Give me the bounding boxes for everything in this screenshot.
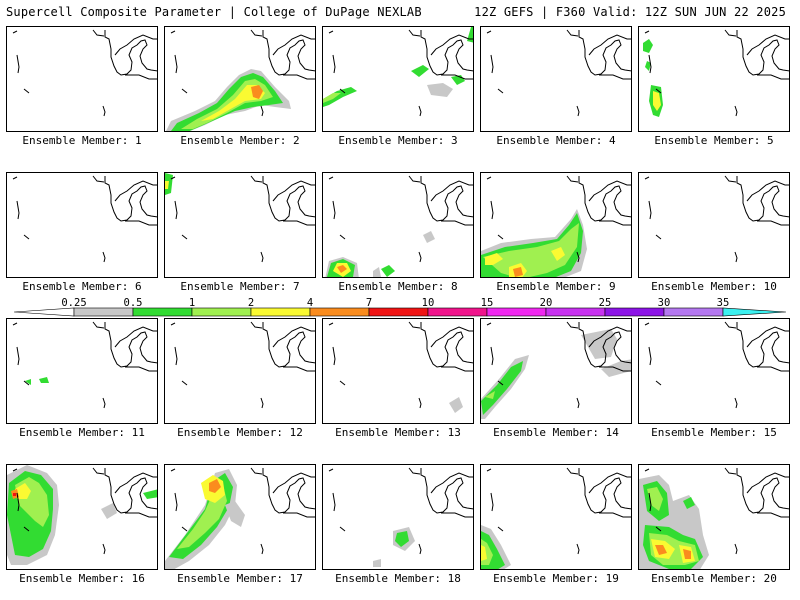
member-label: Ensemble Member: 9 xyxy=(496,280,616,293)
member-map-panel xyxy=(480,464,632,570)
member-map-panel xyxy=(322,464,474,570)
member-label: Ensemble Member: 18 xyxy=(335,572,461,585)
member-map-panel xyxy=(164,464,316,570)
member-map-panel xyxy=(6,172,158,278)
member-map-panel xyxy=(638,172,790,278)
member-label: Ensemble Member: 2 xyxy=(180,134,300,147)
member-map-panel xyxy=(638,464,790,570)
member-map-panel xyxy=(164,172,316,278)
member-map xyxy=(486,29,631,117)
member-map-panel xyxy=(164,318,316,424)
member-map-panel xyxy=(164,26,316,132)
color-scale-tick-label: 0.25 xyxy=(61,297,87,309)
member-map xyxy=(325,175,473,277)
member-map xyxy=(323,27,473,117)
member-map-panel xyxy=(480,172,632,278)
member-map xyxy=(7,465,157,565)
color-scale-tick-label: 15 xyxy=(480,297,494,309)
member-label: Ensemble Member: 16 xyxy=(19,572,145,585)
member-label: Ensemble Member: 10 xyxy=(651,280,777,293)
member-label: Ensemble Member: 15 xyxy=(651,426,777,439)
member-map-panel xyxy=(6,464,158,570)
member-map xyxy=(166,29,315,131)
title-right: 12Z GEFS | F360 Valid: 12Z SUN JUN 22 20… xyxy=(474,5,786,19)
member-label: Ensemble Member: 17 xyxy=(177,572,303,585)
color-scale-tick-label: 20 xyxy=(539,297,553,309)
member-label: Ensemble Member: 12 xyxy=(177,426,303,439)
color-scale-tick-label: 7 xyxy=(365,297,373,309)
member-map-panel xyxy=(480,26,632,132)
color-scale-tick-label: 25 xyxy=(598,297,612,309)
member-map-panel xyxy=(6,26,158,132)
member-label: Ensemble Member: 4 xyxy=(496,134,616,147)
member-map xyxy=(328,467,473,567)
member-label: Ensemble Member: 8 xyxy=(338,280,458,293)
member-map xyxy=(481,321,631,419)
member-label: Ensemble Member: 11 xyxy=(19,426,145,439)
color-scale-tick-label: 0.5 xyxy=(123,297,143,309)
member-map xyxy=(639,467,789,569)
color-scale-tick-label: 2 xyxy=(247,297,255,309)
member-label: Ensemble Member: 5 xyxy=(654,134,774,147)
member-label: Ensemble Member: 14 xyxy=(493,426,619,439)
title-left: Supercell Composite Parameter | College … xyxy=(6,5,422,19)
member-map xyxy=(170,321,315,409)
member-map xyxy=(644,321,789,409)
member-label: Ensemble Member: 3 xyxy=(338,134,458,147)
member-map xyxy=(481,175,631,277)
member-map xyxy=(643,29,789,117)
member-map xyxy=(12,29,157,117)
member-map-panel xyxy=(322,318,474,424)
member-label: Ensemble Member: 13 xyxy=(335,426,461,439)
member-map xyxy=(12,175,157,263)
member-label: Ensemble Member: 20 xyxy=(651,572,777,585)
member-map xyxy=(644,175,789,263)
member-map xyxy=(165,173,315,263)
member-map-panel xyxy=(322,172,474,278)
member-map-panel xyxy=(480,318,632,424)
member-map xyxy=(481,467,631,569)
member-label: Ensemble Member: 6 xyxy=(22,280,142,293)
color-scale-tick-label: 4 xyxy=(306,297,314,309)
member-map-panel xyxy=(6,318,158,424)
member-label: Ensemble Member: 19 xyxy=(493,572,619,585)
color-scale-tick-label: 30 xyxy=(657,297,671,309)
member-map-panel xyxy=(638,318,790,424)
member-label: Ensemble Member: 7 xyxy=(180,280,300,293)
color-scale-tick-label: 10 xyxy=(421,297,435,309)
member-label: Ensemble Member: 1 xyxy=(22,134,142,147)
member-map xyxy=(328,321,473,413)
member-map-panel xyxy=(638,26,790,132)
member-map-panel xyxy=(322,26,474,132)
color-scale-tick-label: 1 xyxy=(188,297,196,309)
color-scale-tick-label: 35 xyxy=(716,297,730,309)
member-map xyxy=(165,467,315,569)
member-map xyxy=(12,321,157,409)
color-scale-bar xyxy=(13,307,787,317)
